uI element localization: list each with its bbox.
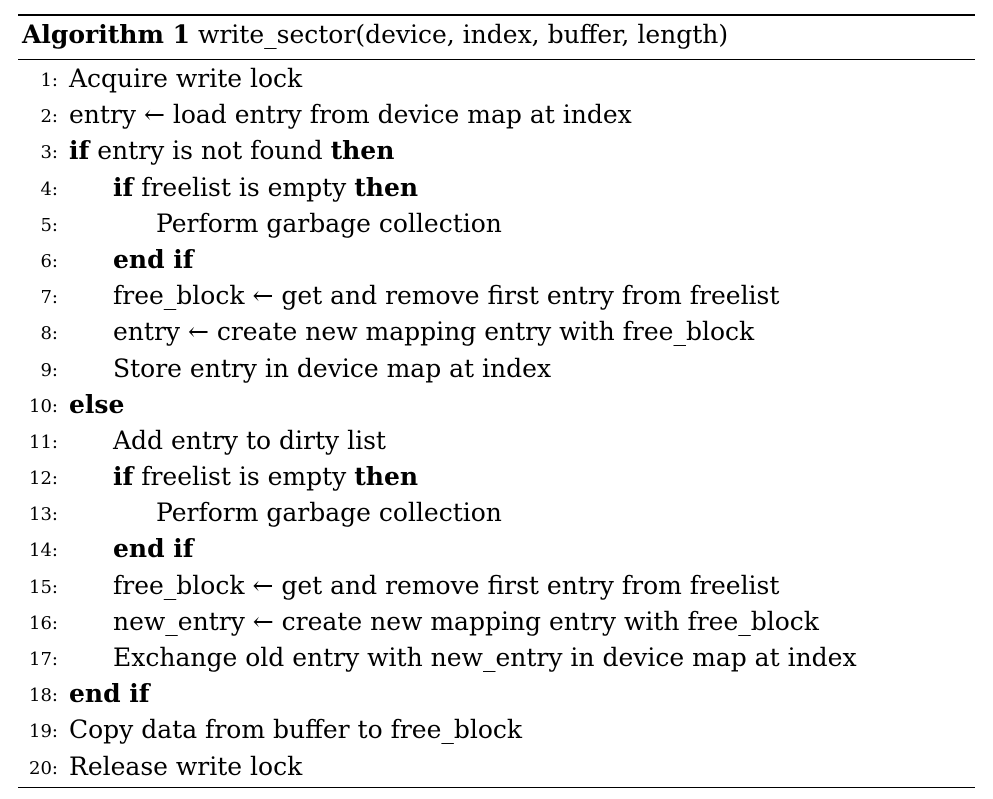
line-number: 6: [40, 250, 58, 272]
code-text: entry ← load entry from device map at in… [69, 100, 632, 130]
algorithm-line: 15: free_block ← get and remove first ent… [18, 568, 975, 604]
algorithm-line: 9: Store entry in device map at index [18, 351, 975, 387]
algorithm-line: 6: end if [18, 242, 975, 278]
line-code: Copy data from buffer to free_block [69, 715, 522, 745]
algorithm-caption: Algorithm 1 write_sector(device, index, … [18, 16, 975, 54]
line-code: else [69, 390, 124, 420]
line-number: 1: [40, 70, 58, 91]
line-code: if freelist is empty then [113, 462, 418, 492]
line-number: 17: [29, 649, 58, 670]
algorithm-signature: write_sector(device, index, buffer, leng… [197, 20, 729, 49]
algorithm-line: 11: Add entry to dirty list [18, 423, 975, 459]
line-number: 20: [29, 757, 58, 779]
line-code: entry ← load entry from device map at in… [69, 100, 632, 130]
code-text: free_block ← get and remove first entry … [113, 570, 780, 600]
line-code: Perform garbage collection [156, 209, 502, 239]
line-number: 18: [29, 685, 58, 707]
keyword: then [354, 172, 419, 202]
algorithm-line: 13: Perform garbage collection [18, 495, 975, 531]
algorithm-line: 19: Copy data from buffer to free_block [18, 712, 975, 748]
keyword: if [113, 462, 134, 492]
line-number: 8: [40, 323, 58, 345]
keyword: if [69, 136, 90, 166]
line-number: 10: [29, 395, 58, 417]
line-code: Acquire write lock [69, 64, 302, 94]
line-code: end if [69, 679, 150, 709]
code-text: Exchange old entry with new_entry in dev… [113, 643, 857, 672]
code-text: freelist is empty [133, 462, 355, 492]
algorithm-label: Algorithm 1 [22, 20, 190, 49]
line-number: 15: [29, 576, 58, 598]
keyword: end if [69, 679, 150, 709]
bottom-rule [18, 786, 975, 788]
algorithm-line: 8: entry ← create new mapping entry with … [18, 314, 975, 350]
code-text: Acquire write lock [69, 64, 303, 93]
code-text: freelist is empty [133, 172, 355, 202]
line-code: if entry is not found then [69, 136, 394, 166]
algorithm-line: 12: if freelist is empty then [18, 459, 975, 495]
line-code: Perform garbage collection [156, 498, 502, 528]
keyword: then [354, 462, 419, 492]
algorithm-line: 10: else [18, 387, 975, 423]
algorithm-line: 18: end if [18, 676, 975, 712]
algorithm-line: 17: Exchange old entry with new_entry in … [18, 640, 975, 676]
line-number: 9: [40, 359, 58, 381]
code-text: Store entry in device map at index [113, 353, 552, 383]
algorithm-line: 1: Acquire write lock [18, 61, 975, 97]
line-code: end if [113, 245, 194, 275]
top-rule [18, 14, 975, 16]
line-number: 7: [40, 287, 58, 309]
line-code: new_entry ← create new mapping entry wit… [113, 607, 819, 637]
keyword: end if [113, 534, 194, 564]
line-number: 11: [29, 431, 58, 453]
keyword: else [69, 389, 125, 419]
code-text: new_entry ← create new mapping entry wit… [113, 606, 819, 636]
keyword: end if [113, 244, 194, 274]
code-text: Perform garbage collection [156, 498, 502, 528]
keyword: then [330, 136, 395, 166]
line-number: 12: [29, 468, 58, 490]
line-number: 3: [40, 142, 58, 164]
line-number: 4: [40, 178, 58, 200]
line-code: Add entry to dirty list [113, 426, 386, 456]
line-number: 14: [29, 540, 58, 562]
code-text: entry ← create new mapping entry with fr… [113, 317, 755, 347]
line-code: Release write lock [69, 752, 302, 782]
code-text: free_block ← get and remove first entry … [113, 281, 780, 311]
code-text: Perform garbage collection [156, 208, 502, 238]
algorithm-lines: 1: Acquire write lock 2: entry ← load entry… [18, 60, 975, 785]
line-code: if freelist is empty then [113, 173, 418, 203]
line-code: end if [113, 534, 194, 564]
line-number: 5: [40, 214, 58, 236]
line-number: 2: [40, 106, 58, 128]
algorithm-line: 16: new_entry ← create new mapping entry … [18, 604, 975, 640]
algorithm-box: Algorithm 1 write_sector(device, index, … [18, 14, 975, 788]
code-text: entry is not found [89, 136, 331, 166]
caption-rule [18, 59, 975, 60]
line-code: Store entry in device map at index [113, 354, 551, 384]
algorithm-line: 4: if freelist is empty then [18, 170, 975, 206]
algorithm-line: 7: free_block ← get and remove first entr… [18, 278, 975, 314]
algorithm-line: 3: if entry is not found then [18, 133, 975, 169]
line-code: free_block ← get and remove first entry … [113, 281, 779, 311]
algorithm-line: 20: Release write lock [18, 749, 975, 785]
code-text: Release write lock [69, 751, 303, 781]
line-code: free_block ← get and remove first entry … [113, 571, 779, 601]
algorithm-line: 5: Perform garbage collection [18, 206, 975, 242]
line-number: 13: [29, 504, 58, 526]
line-number: 19: [29, 721, 58, 743]
line-code: Exchange old entry with new_entry in dev… [113, 643, 857, 673]
algorithm-line: 14: end if [18, 531, 975, 567]
line-code: entry ← create new mapping entry with fr… [113, 317, 754, 347]
keyword: if [113, 172, 134, 202]
algorithm-line: 2: entry ← load entry from device map at … [18, 97, 975, 133]
line-number: 16: [29, 612, 58, 634]
code-text: Copy data from buffer to free_block [69, 715, 523, 745]
code-text: Add entry to dirty list [113, 425, 386, 455]
